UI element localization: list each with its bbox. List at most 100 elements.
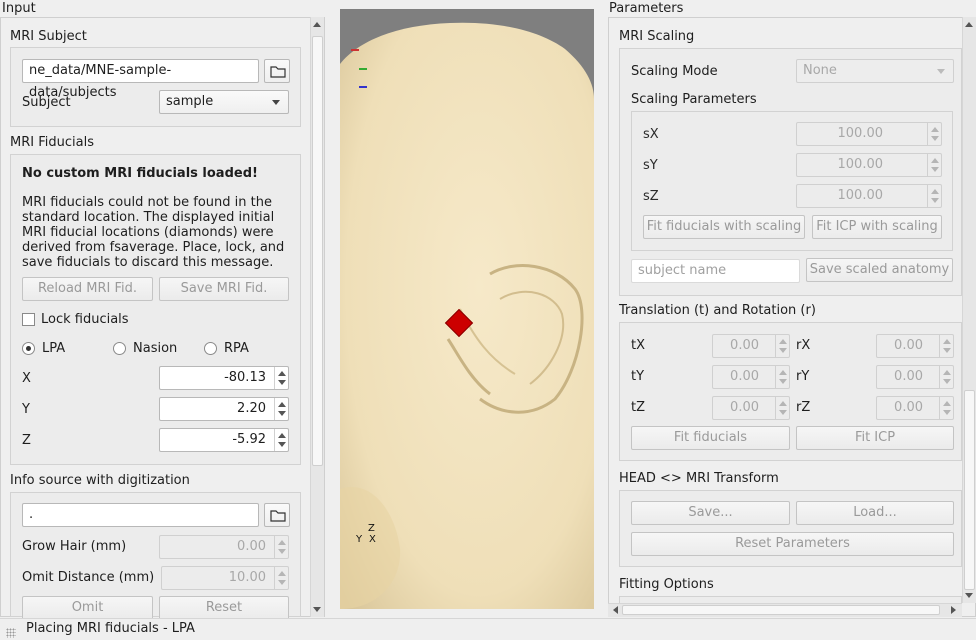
nasion-radio[interactable] [113,342,126,355]
subject-name-input[interactable]: subject name [631,259,800,283]
spin-arrows-icon[interactable] [775,397,789,419]
subject-select-value: sample [166,94,214,109]
rz-label: rZ [796,400,811,415]
parameters-dock-title: Parameters [609,1,684,16]
warning-line: MRI fiducial locations (diamonds) were [22,225,274,240]
sx-label: sX [643,127,659,142]
rpa-radio[interactable] [204,342,217,355]
x-value: -80.13 [224,370,266,385]
omit-distance-label: Omit Distance (mm) [22,570,155,585]
spin-arrows-icon[interactable] [274,398,288,420]
sy-spinbox[interactable]: 100.00 [796,153,942,177]
warning-line: save fiducials to discard this message. [22,255,274,270]
digitization-browse-button[interactable] [264,503,290,527]
rx-spinbox[interactable]: 0.00 [876,334,954,358]
subject-select[interactable]: sample [159,90,289,114]
transform-load-button[interactable]: Load... [796,501,954,525]
parameters-hscroll-thumb[interactable] [622,605,940,615]
tx-spinbox[interactable]: 0.00 [712,334,790,358]
scaling-mode-select[interactable]: None [796,59,954,83]
size-grip-icon[interactable] [6,628,16,638]
scroll-up-icon[interactable] [965,22,973,27]
scroll-left-icon[interactable] [613,606,618,614]
digitization-title: Info source with digitization [10,473,190,488]
fiducials-warning-title: No custom MRI fiducials loaded! [22,166,258,181]
input-scroll-thumb[interactable] [312,36,323,466]
scroll-right-icon[interactable] [951,606,956,614]
mri-subject-title: MRI Subject [10,29,87,44]
fitting-options-group [619,596,962,604]
scaling-params-title: Scaling Parameters [631,92,757,107]
lock-fiducials-checkbox[interactable] [22,313,35,326]
y-spinbox[interactable]: 2.20 [159,397,289,421]
spin-arrows-icon[interactable] [274,536,288,558]
sy-value: 100.00 [837,157,884,172]
spin-arrows-icon[interactable] [927,154,941,176]
save-mri-fid-button[interactable]: Save MRI Fid. [159,277,289,301]
spin-arrows-icon[interactable] [939,335,953,357]
spin-arrows-icon[interactable] [274,367,288,389]
chevron-down-icon [937,69,945,74]
spin-arrows-icon[interactable] [775,335,789,357]
transform-save-button[interactable]: Save... [631,501,790,525]
scroll-down-icon[interactable] [313,607,321,612]
tz-label: tZ [631,400,646,415]
warning-line: standard location. The displayed initial [22,210,275,225]
spin-arrows-icon[interactable] [927,123,941,145]
ty-value: 0.00 [730,369,759,384]
digitization-file-field[interactable]: . [22,503,259,527]
rz-spinbox[interactable]: 0.00 [876,396,954,420]
rpa-label: RPA [224,341,249,356]
tz-value: 0.00 [730,400,759,415]
spin-arrows-icon[interactable] [939,397,953,419]
lpa-label: LPA [42,341,66,356]
spin-arrows-icon[interactable] [775,366,789,388]
nasion-label: Nasion [133,341,178,356]
z-value: -5.92 [232,432,266,447]
translation-title: Translation (t) and Rotation (r) [619,303,816,318]
lock-fiducials-label: Lock fiducials [41,312,129,327]
reset-parameters-button[interactable]: Reset Parameters [631,532,954,556]
omit-distance-spinbox[interactable]: 10.00 [161,566,289,590]
omit-button[interactable]: Omit [22,596,153,620]
subjects-dir-browse-button[interactable] [264,59,290,83]
3d-viewer[interactable]: Z Y X [340,9,594,609]
rz-value: 0.00 [894,400,923,415]
reload-mri-fid-button[interactable]: Reload MRI Fid. [22,277,153,301]
ry-value: 0.00 [894,369,923,384]
lpa-radio[interactable] [22,342,35,355]
ty-spinbox[interactable]: 0.00 [712,365,790,389]
status-text: Placing MRI fiducials - LPA [26,621,195,636]
z-label: Z [22,433,31,448]
axis-x-label: X [369,534,376,545]
ry-label: rY [796,369,810,384]
parameters-scroll-thumb[interactable] [964,390,975,590]
x-spinbox[interactable]: -80.13 [159,366,289,390]
tz-spinbox[interactable]: 0.00 [712,396,790,420]
fit-icp-scaling-button[interactable]: Fit ICP with scaling [812,215,942,239]
omit-distance-value: 10.00 [228,570,266,585]
spin-arrows-icon[interactable] [927,185,941,207]
grow-hair-spinbox[interactable]: 0.00 [159,535,289,559]
grow-hair-label: Grow Hair (mm) [22,539,127,554]
spin-arrows-icon[interactable] [939,366,953,388]
ry-spinbox[interactable]: 0.00 [876,365,954,389]
subjects-dir-field[interactable]: ne_data/MNE-sample-data/subjects [22,59,259,100]
head-surface [340,22,594,609]
y-value: 2.20 [237,401,266,416]
fit-fiducials-button[interactable]: Fit fiducials [631,426,790,450]
sz-spinbox[interactable]: 100.00 [796,184,942,208]
sx-spinbox[interactable]: 100.00 [796,122,942,146]
warning-line: derived from fsaverage. Place, lock, and [22,240,285,255]
grow-hair-value: 0.00 [237,539,266,554]
spin-arrows-icon[interactable] [274,567,288,589]
fit-fiducials-scaling-button[interactable]: Fit fiducials with scaling [643,215,805,239]
save-scaled-anatomy-button[interactable]: Save scaled anatomy [806,258,953,282]
subject-label: Subject [22,95,71,110]
scroll-down-icon[interactable] [965,593,973,598]
fit-icp-button[interactable]: Fit ICP [796,426,954,450]
z-spinbox[interactable]: -5.92 [159,428,289,452]
reset-button[interactable]: Reset [159,596,289,620]
scroll-up-icon[interactable] [313,22,321,27]
spin-arrows-icon[interactable] [274,429,288,451]
